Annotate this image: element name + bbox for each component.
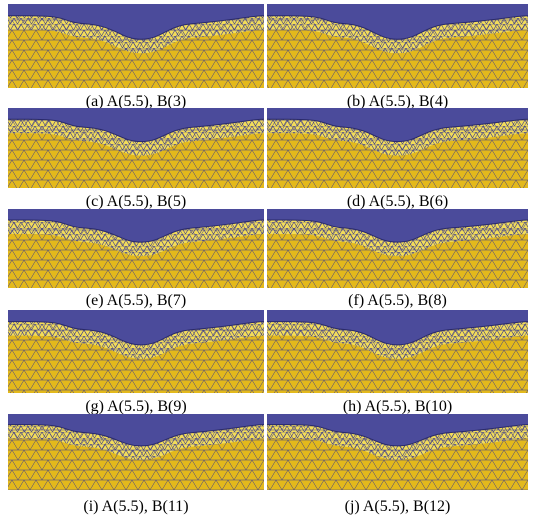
caption: (d) A(5.5), B(6) <box>347 193 448 210</box>
panel: (f) A(5.5), B(8) <box>267 209 528 309</box>
panel-image <box>8 108 264 188</box>
caption: (a) A(5.5), B(3) <box>86 93 186 110</box>
panel-image <box>8 209 264 288</box>
panel: (d) A(5.5), B(6) <box>267 108 528 210</box>
caption: (j) A(5.5), B(12) <box>345 498 451 515</box>
panel-image <box>267 414 528 490</box>
panel-image <box>8 310 264 393</box>
panel: (e) A(5.5), B(7) <box>8 209 264 309</box>
caption: (g) A(5.5), B(9) <box>85 398 186 415</box>
panel-image <box>267 4 528 88</box>
caption: (i) A(5.5), B(11) <box>83 498 188 515</box>
panel-image <box>267 108 528 188</box>
caption: (b) A(5.5), B(4) <box>347 93 448 110</box>
caption: (f) A(5.5), B(8) <box>348 292 447 309</box>
panel: (h) A(5.5), B(10) <box>267 310 528 415</box>
panel-image <box>8 414 264 490</box>
caption: (c) A(5.5), B(5) <box>86 193 186 210</box>
caption: (e) A(5.5), B(7) <box>86 292 186 309</box>
panel-image <box>267 209 528 288</box>
panel: (g) A(5.5), B(9) <box>8 310 264 415</box>
panel: (c) A(5.5), B(5) <box>8 108 264 210</box>
panel-image <box>267 310 528 393</box>
figure: (a) A(5.5), B(3) (b) A(5.5), B(4) (c) A(5.… <box>0 0 540 518</box>
caption: (h) A(5.5), B(10) <box>343 398 452 415</box>
panel: (a) A(5.5), B(3) <box>8 4 264 110</box>
panel-image <box>8 4 264 88</box>
panel: (i) A(5.5), B(11) <box>8 414 264 515</box>
panel: (j) A(5.5), B(12) <box>267 414 528 515</box>
panel: (b) A(5.5), B(4) <box>267 4 528 110</box>
